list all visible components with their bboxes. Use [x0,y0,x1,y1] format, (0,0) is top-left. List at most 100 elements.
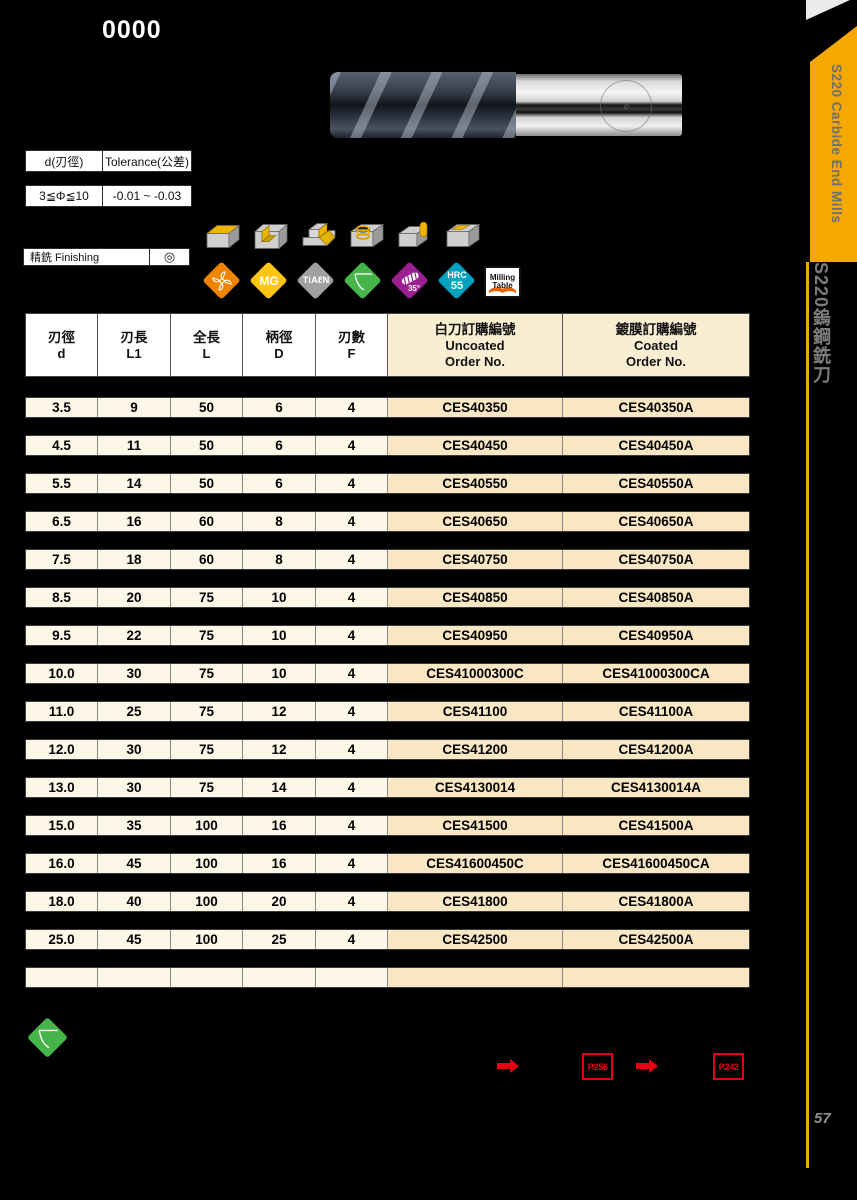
col-flute-length-value: 11 [98,436,171,455]
col-overall-length-value: 50 [171,436,243,455]
col-shank-diameter-value: 25 [243,930,316,949]
header-col-overall-length: 全長 L [171,314,243,376]
col-shank-diameter-value: 6 [243,398,316,417]
tool-profile-badge-icon [343,261,383,301]
col-diameter-value: 16.0 [26,854,98,873]
table-row [25,967,750,988]
col-flutes-value: 4 [316,816,388,835]
header-col-diameter: 刃徑 d [26,314,98,376]
col-diameter-value: 9.5 [26,626,98,645]
col-coated-no-value: CES41500A [563,816,749,835]
table-row: 6.5 16 60 8 4 CES40650 CES40650A [25,511,750,532]
spec-table-body: 3.5 9 50 6 4 CES40350 CES40350A 4.5 11 50 6 4 CES404… [25,397,750,1005]
col-overall-length-value: 60 [171,512,243,531]
col-flutes-value: 4 [316,550,388,569]
impeller-badge-icon [202,261,242,301]
col-flutes-value: 4 [316,740,388,759]
col-uncoated-no-value: CES41800 [388,892,563,911]
col-shank-diameter-value: 8 [243,550,316,569]
model-number: 0000 [102,16,162,44]
tolerance-header-tolerance: Tolerance(公差) [103,150,192,172]
col-overall-length-value: 75 [171,588,243,607]
col-diameter-value: 11.0 [26,702,98,721]
col-flutes-value: 4 [316,664,388,683]
col-shank-diameter-value: 20 [243,892,316,911]
col-flute-length-value: 9 [98,398,171,417]
col-diameter-value: 13.0 [26,778,98,797]
col-flute-length-value: 22 [98,626,171,645]
col-uncoated-no-value: CES41200 [388,740,563,759]
page-ref-box-1: P.256 [582,1053,613,1080]
table-row: 25.0 45 100 25 4 CES42500 CES42500A [25,929,750,950]
table-row: 9.5 22 75 10 4 CES40950 CES40950A [25,625,750,646]
spec-table-header: 刃徑 d 刃長 L1 全長 L 柄徑 D 刃數 F 白刀訂購編號 Uncoated Order No. 鍍… [25,313,750,377]
col-shank-diameter-value: 6 [243,474,316,493]
col-flute-length-value: 25 [98,702,171,721]
col-uncoated-no-value: CES40450 [388,436,563,455]
col-flutes-value: 4 [316,702,388,721]
col-shank-diameter-value: 10 [243,626,316,645]
svg-text:35°: 35° [408,284,420,293]
col-overall-length-value: 100 [171,930,243,949]
col-shank-diameter-value: 16 [243,816,316,835]
col-coated-no-value: CES41100A [563,702,749,721]
col-uncoated-no-value: CES41600450C [388,854,563,873]
slotting-icon [253,223,289,250]
col-shank-diameter-value: 10 [243,588,316,607]
tolerance-header-diameter: d(刃徑) [25,150,103,172]
col-uncoated-no-value [388,968,563,987]
end-mill-flutes [330,72,516,138]
series-tab [810,26,857,262]
end-mill-photo: ⌀ [330,72,682,138]
col-coated-no-value: CES40950A [563,626,749,645]
col-uncoated-no-value: CES4130014 [388,778,563,797]
col-shank-diameter-value: 10 [243,664,316,683]
col-uncoated-no-value: CES41500 [388,816,563,835]
arrow-right-icon [497,1059,519,1073]
col-overall-length-value: 75 [171,740,243,759]
milling-table-badge: Milling Table [484,266,521,298]
col-diameter-value: 15.0 [26,816,98,835]
helical-boring-icon [349,223,385,248]
page-ref-box-2: P.242 [713,1053,744,1080]
col-uncoated-no-value: CES42500 [388,930,563,949]
col-shank-diameter-value: 16 [243,854,316,873]
col-diameter-value: 18.0 [26,892,98,911]
col-overall-length-value: 75 [171,626,243,645]
col-coated-no-value: CES40550A [563,474,749,493]
arrow-right-icon [636,1059,658,1073]
col-coated-no-value: CES41800A [563,892,749,911]
header-col-flute-length: 刃長 L1 [98,314,171,376]
col-flutes-value: 4 [316,398,388,417]
feature-badges-row: MG TiAℓN 35° [202,261,477,301]
tolerance-value: -0.01 ~ -0.03 [103,185,192,207]
col-diameter-value: 4.5 [26,436,98,455]
col-coated-no-value: CES40850A [563,588,749,607]
col-diameter-value: 25.0 [26,930,98,949]
tolerance-table-header: d(刃徑) Tolerance(公差) [25,150,192,172]
col-coated-no-value: CES41200A [563,740,749,759]
table-row: 12.0 30 75 12 4 CES41200 CES41200A [25,739,750,760]
col-flute-length-value: 40 [98,892,171,911]
col-flute-length-value: 45 [98,854,171,873]
col-diameter-value: 5.5 [26,474,98,493]
col-uncoated-no-value: CES41100 [388,702,563,721]
col-uncoated-no-value: CES40550 [388,474,563,493]
col-diameter-value: 8.5 [26,588,98,607]
finishing-label: 精銑 Finishing [23,248,150,266]
corner-milling-icon [397,221,429,248]
helix-35-badge-icon: 35° [390,261,430,301]
table-row: 4.5 11 50 6 4 CES40450 CES40450A [25,435,750,456]
col-overall-length-value: 60 [171,550,243,569]
tolerance-table-row: 3≦Φ≦10 -0.01 ~ -0.03 [25,185,192,207]
hrc55-badge-icon: HRC 55 [437,261,477,301]
col-flutes-value: 4 [316,474,388,493]
table-row: 16.0 45 100 16 4 CES41600450C CES41600450CA [25,853,750,874]
table-row: 8.5 20 75 10 4 CES40850 CES40850A [25,587,750,608]
col-uncoated-no-value: CES41000300C [388,664,563,683]
face-milling-icon [205,224,241,249]
col-overall-length-value: 100 [171,892,243,911]
series-title-zh: S220鎢鋼銑刀 [811,262,831,385]
col-coated-no-value [563,968,749,987]
col-uncoated-no-value: CES40850 [388,588,563,607]
